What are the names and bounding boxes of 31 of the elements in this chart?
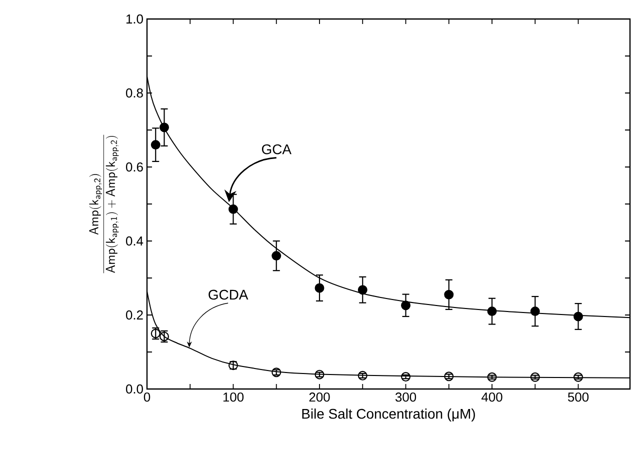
point (530, 372, 540, 382)
y-axis-title: $\frac{\mathsf{Amp}(\mathsf{k}_{\mathsf{app,2}})}{\mathsf{Amp}(\mathsf{k}_{\mathsf{app,1}})+\mathsf{Amp}(\mathsf{k}_{\mathsf{app,2}})}$ (89, 134, 119, 274)
point (160, 122, 169, 132)
point (574, 372, 583, 382)
y-tick-label: 0.4 (126, 236, 144, 246)
x-axis-title: Bile Salt Concentration (μM) (302, 408, 475, 422)
point (358, 285, 368, 295)
annotation: GCDA (208, 290, 248, 300)
y-tick-label: 0.6 (126, 162, 143, 172)
x-tick-label: 400 (481, 392, 502, 402)
point (228, 204, 238, 214)
point (401, 300, 410, 310)
y-tick-label: 1.0 (126, 14, 143, 24)
x-tick-label: 0 (144, 392, 150, 402)
y-tick-label: 0.0 (126, 384, 143, 394)
x-tick-label: 100 (223, 392, 244, 402)
point (314, 283, 324, 293)
point (401, 372, 410, 382)
point (487, 306, 497, 316)
point (444, 290, 454, 300)
x-tick-label: 300 (395, 392, 416, 402)
point (487, 372, 497, 382)
annotation: GCA (262, 144, 292, 154)
x-tick-label: 200 (309, 392, 330, 402)
point (530, 306, 540, 316)
y-tick-label: 0.2 (126, 310, 143, 320)
x-tick-label: 500 (568, 392, 589, 402)
y-tick-label: 0.8 (126, 88, 143, 98)
point (574, 312, 583, 322)
point (272, 251, 282, 261)
point (150, 140, 160, 150)
